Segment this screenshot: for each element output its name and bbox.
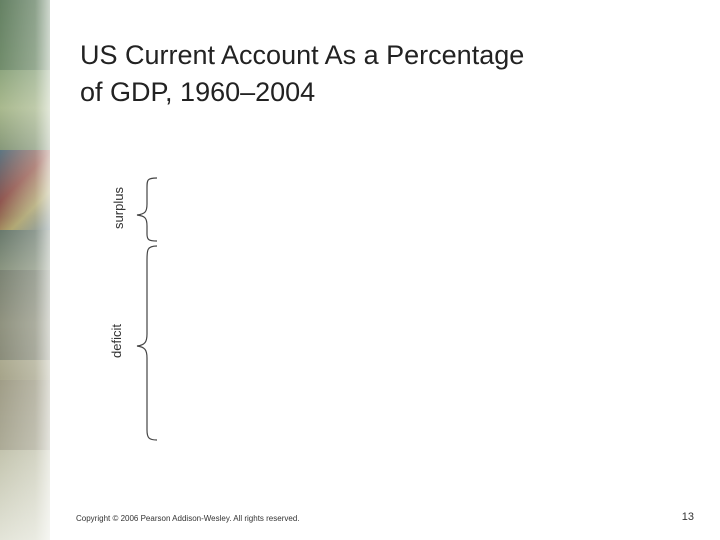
page-number: 13 xyxy=(681,511,694,523)
sidebar-fade xyxy=(0,0,70,540)
deficit-brace xyxy=(136,245,158,441)
slide-title-line-2: of GDP, 1960–2004 xyxy=(80,77,316,107)
copyright-notice: Copyright © 2006 Pearson Addison-Wesley.… xyxy=(76,514,300,523)
slide-title: US Current Account As a Percentage of GD… xyxy=(80,37,680,111)
surplus-brace xyxy=(136,177,158,242)
brace-group xyxy=(136,177,158,441)
slide-title-line-1: US Current Account As a Percentage xyxy=(80,40,525,70)
deficit-label: deficit xyxy=(109,324,124,358)
